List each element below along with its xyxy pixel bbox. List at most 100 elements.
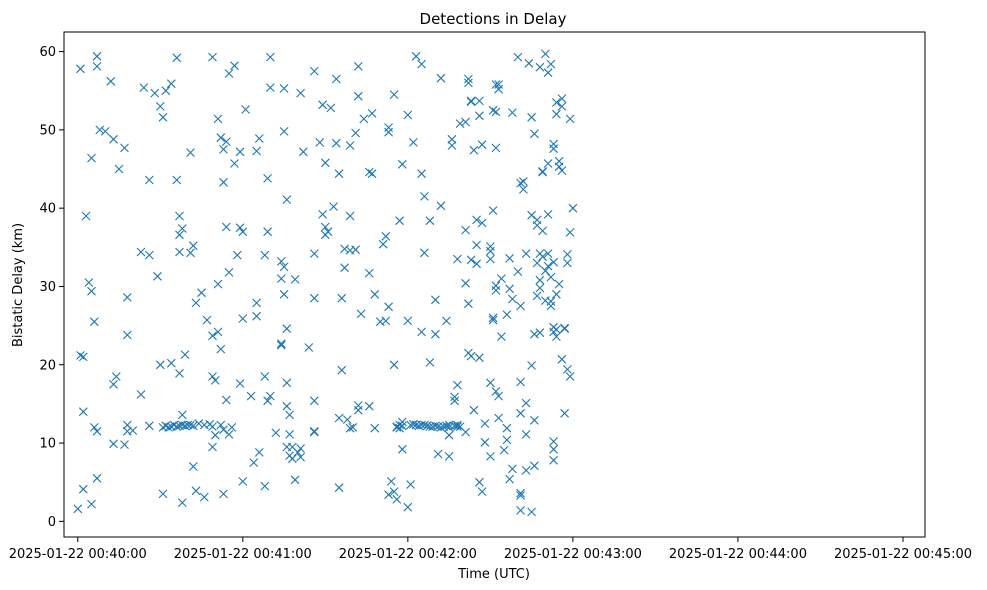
data-point <box>532 291 542 301</box>
data-point <box>309 427 319 437</box>
data-point <box>389 360 399 370</box>
x-tick-label: 2025-01-22 00:42:00 <box>339 547 477 562</box>
data-point <box>331 138 341 148</box>
x-tick-label: 2025-01-22 00:41:00 <box>174 547 312 562</box>
data-point <box>191 298 201 308</box>
data-point <box>543 210 553 219</box>
data-point <box>263 396 272 406</box>
data-point <box>381 231 391 241</box>
data-point <box>172 53 182 63</box>
data-point <box>453 254 462 264</box>
data-point <box>342 415 352 424</box>
data-point <box>318 100 327 110</box>
data-point <box>552 289 561 299</box>
data-point <box>252 311 261 321</box>
data-point <box>356 309 366 319</box>
data-point <box>334 169 344 179</box>
data-point <box>334 483 344 493</box>
data-point <box>219 425 228 435</box>
data-point <box>254 448 264 457</box>
data-point <box>282 195 292 204</box>
data-point <box>508 108 517 117</box>
points-layer <box>73 49 578 517</box>
data-point <box>331 74 341 84</box>
data-point <box>406 480 415 489</box>
y-axis: 0 10 20 30 40 50 60 <box>39 45 64 530</box>
data-point <box>486 246 495 256</box>
data-point <box>444 452 454 461</box>
data-point <box>508 464 517 474</box>
data-point <box>535 283 545 293</box>
data-point <box>450 396 459 406</box>
data-point <box>469 405 479 415</box>
data-point <box>389 487 399 496</box>
data-point <box>87 499 96 509</box>
data-point <box>417 169 426 179</box>
data-point <box>213 114 223 124</box>
data-point <box>516 506 525 515</box>
data-point <box>557 102 567 111</box>
data-point <box>403 110 413 120</box>
data-point <box>161 86 171 96</box>
data-point <box>568 203 578 213</box>
data-point <box>488 105 498 115</box>
data-point <box>276 340 286 350</box>
data-point <box>304 343 314 352</box>
data-point <box>557 94 567 103</box>
data-point <box>461 225 470 235</box>
data-point <box>395 216 404 226</box>
data-point <box>466 255 476 265</box>
data-point <box>109 134 118 144</box>
data-point <box>208 52 217 62</box>
data-point <box>84 278 94 287</box>
data-point <box>246 391 256 401</box>
data-point <box>175 369 184 378</box>
data-point <box>208 331 217 341</box>
data-point <box>378 239 388 249</box>
data-point <box>172 175 182 185</box>
data-point <box>464 74 473 84</box>
data-point <box>351 128 360 138</box>
y-axis-label: Bistatic Delay (km) <box>11 223 26 347</box>
data-point <box>464 78 473 88</box>
data-point <box>417 327 426 337</box>
data-point <box>538 226 547 236</box>
data-point <box>175 211 184 221</box>
data-point <box>109 439 118 449</box>
data-point <box>477 487 487 496</box>
data-point <box>235 379 245 388</box>
y-tick-label: 60 <box>39 45 56 60</box>
data-point <box>546 59 556 69</box>
data-point <box>477 140 487 150</box>
x-tick-label: 2025-01-22 00:40:00 <box>9 547 147 562</box>
data-point <box>279 262 289 272</box>
data-point <box>469 145 479 155</box>
data-point <box>444 430 454 440</box>
data-point <box>290 275 300 284</box>
data-point <box>552 109 561 119</box>
data-point <box>554 162 564 172</box>
data-point <box>364 268 374 278</box>
data-point <box>235 223 245 233</box>
data-point <box>271 428 281 438</box>
data-point <box>81 211 91 221</box>
data-point <box>530 461 539 471</box>
data-point <box>563 250 572 259</box>
data-point <box>216 133 226 143</box>
data-point <box>150 88 160 98</box>
data-point <box>538 167 547 177</box>
data-point <box>472 215 481 225</box>
x-tick-label: 2025-01-22 00:43:00 <box>504 547 642 562</box>
data-point <box>252 298 261 308</box>
data-point <box>488 313 498 323</box>
data-point <box>549 437 558 446</box>
data-point <box>552 98 561 107</box>
data-point <box>425 216 435 226</box>
data-point <box>329 202 338 211</box>
data-point <box>224 268 234 277</box>
data-point <box>224 430 234 439</box>
data-point <box>552 325 561 334</box>
data-point <box>549 257 558 267</box>
data-point <box>546 272 556 282</box>
data-point <box>232 250 242 260</box>
